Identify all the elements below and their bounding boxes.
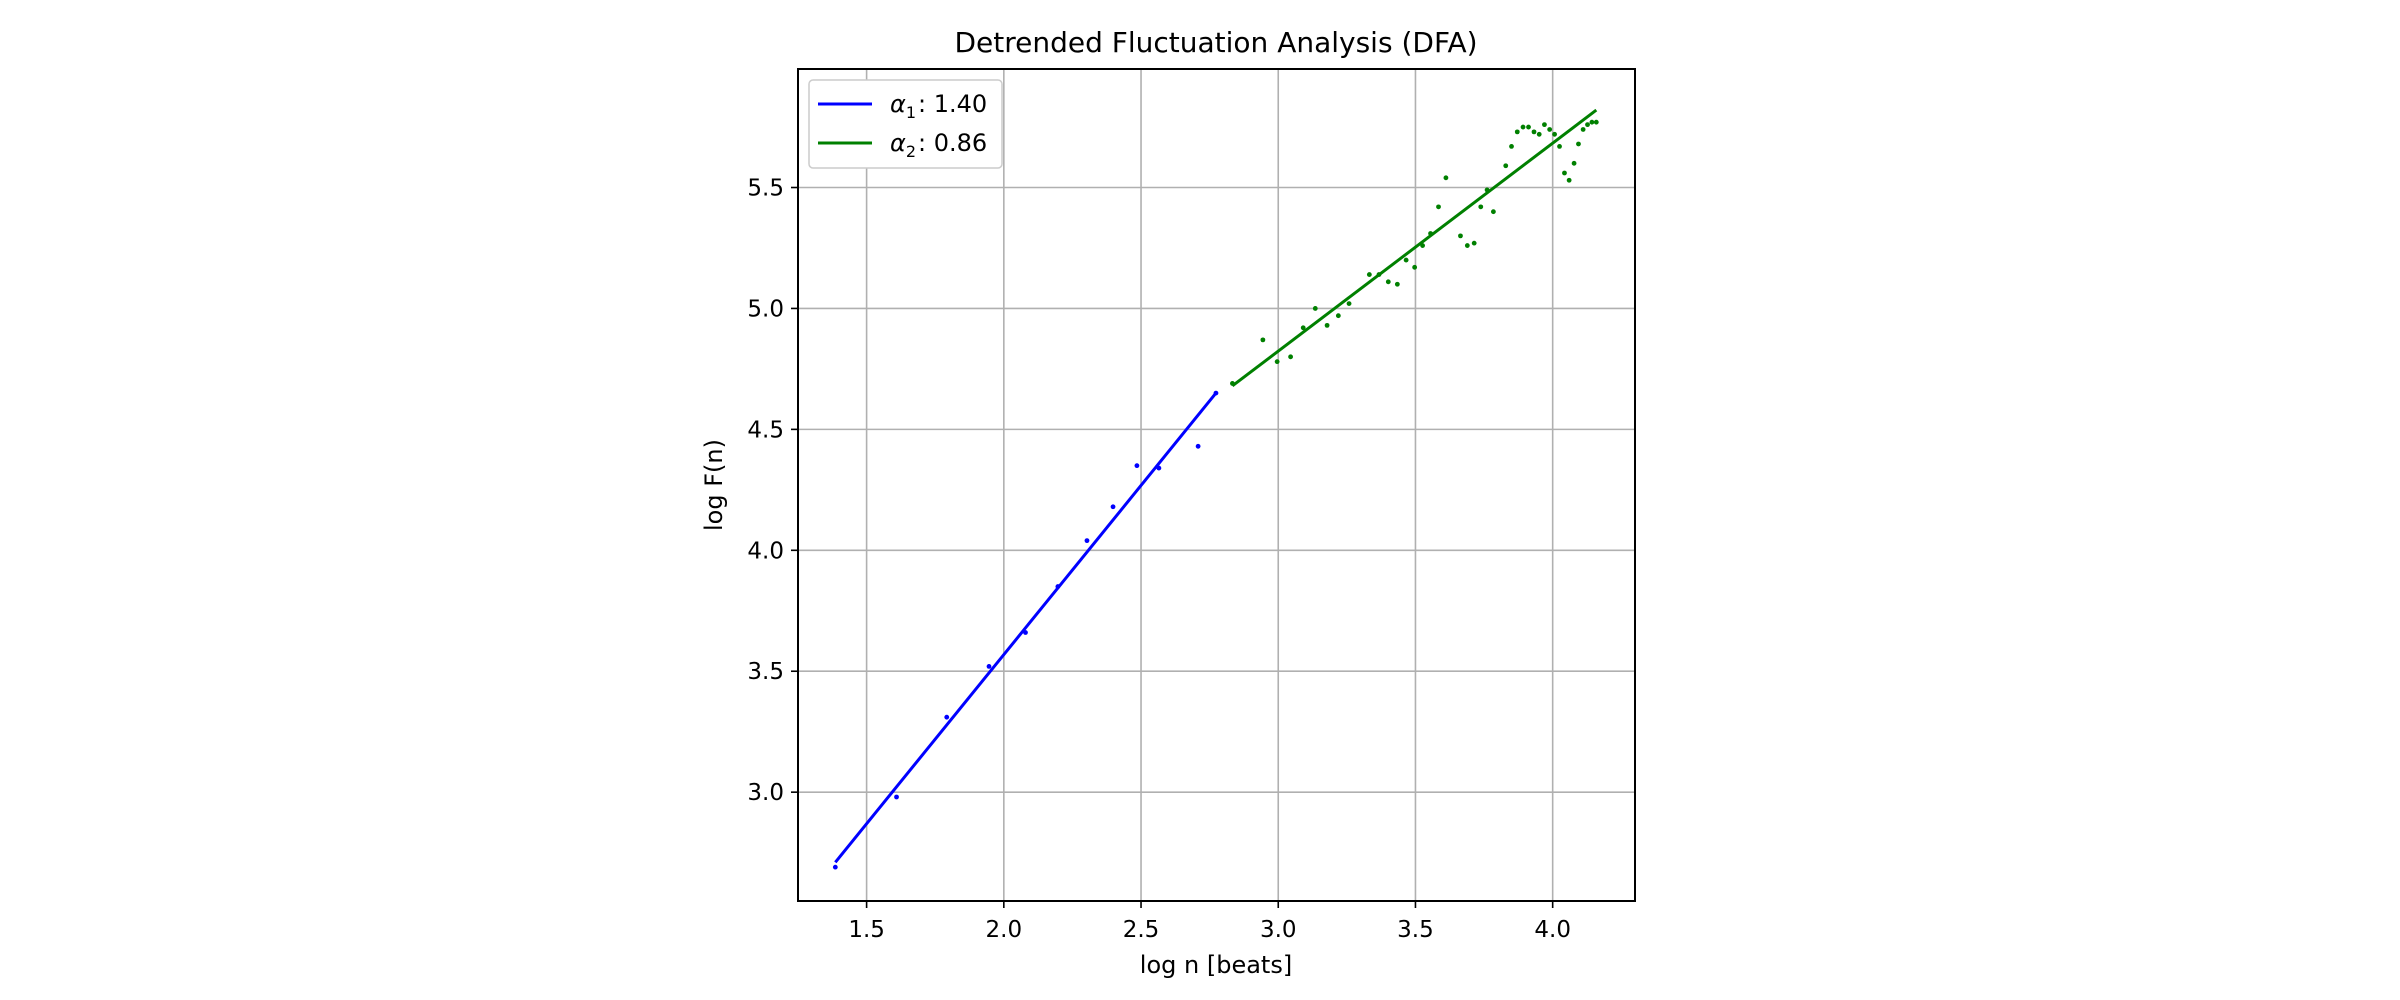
fit-line-2 [1231, 108, 1598, 388]
data-point-series-2 [1531, 129, 1537, 135]
data-point-series-1 [832, 864, 838, 870]
y-tick-label: 4.5 [747, 417, 784, 443]
data-point-series-2 [1520, 124, 1526, 130]
data-point-series-1 [1213, 390, 1219, 396]
data-point-series-2 [1366, 272, 1372, 277]
legend-label-2: α2: 0.86 [890, 129, 987, 161]
x-tick-label: 3.0 [1260, 917, 1297, 943]
data-point-series-1 [894, 794, 899, 800]
data-point-series-2 [1458, 233, 1463, 239]
data-point-series-1 [986, 663, 992, 669]
x-tick-label: 2.0 [986, 917, 1023, 943]
data-point-series-2 [1484, 187, 1490, 193]
data-point-series-2 [1576, 141, 1581, 147]
y-tick-label: 4.0 [747, 538, 784, 564]
data-point-series-2 [1403, 257, 1409, 263]
y-tick-label: 3.0 [747, 780, 784, 806]
data-point-series-2 [1503, 163, 1509, 169]
data-point-series-2 [1471, 240, 1477, 246]
data-point-series-1 [1110, 504, 1116, 510]
data-point-series-1 [1023, 630, 1028, 635]
data-point-series-2 [1394, 281, 1400, 287]
data-point-series-2 [1464, 243, 1470, 248]
data-point-series-1 [1084, 538, 1090, 544]
data-point-series-2 [1312, 306, 1318, 311]
x-tick-label: 1.5 [848, 917, 885, 943]
data-point-series-2 [1593, 119, 1599, 125]
y-tick-label: 5.5 [747, 176, 784, 202]
data-point-series-2 [1585, 122, 1590, 128]
data-point-series-2 [1230, 381, 1235, 386]
data-point-series-2 [1260, 337, 1266, 343]
data-point-series-2 [1509, 143, 1514, 149]
data-point-series-2 [1536, 131, 1542, 137]
data-point-series-2 [1428, 231, 1433, 236]
data-point-series-2 [1547, 127, 1553, 132]
data-point-series-2 [1420, 243, 1425, 248]
y-axis-ticks: 3.0 3.5 4.0 4.5 5.0 5.5 [747, 176, 798, 806]
data-point-series-1 [1195, 443, 1201, 449]
grid [798, 69, 1635, 901]
y-tick-label: 3.5 [747, 659, 784, 685]
data-point-series-2 [1443, 175, 1449, 181]
data-point-series-1 [944, 714, 950, 720]
plot-frame [797, 68, 1636, 902]
data-point-series-2 [1324, 322, 1330, 328]
data-point-series-2 [1346, 301, 1352, 307]
y-axis-label: log F(n) [700, 439, 728, 531]
data-point-series-2 [1385, 279, 1391, 285]
data-point-series-2 [1436, 204, 1441, 210]
data-point-series-2 [1274, 359, 1280, 365]
x-axis-label: log n [beats] [1140, 951, 1292, 979]
data-point-series-2 [1412, 264, 1418, 270]
data-point-series-1 [1134, 463, 1140, 469]
x-tick-label: 4.0 [1534, 917, 1571, 943]
data-point-series-2 [1566, 177, 1572, 183]
data-point-series-2 [1490, 209, 1496, 215]
data-point-series-1 [1055, 584, 1061, 589]
data-point-series-2 [1478, 204, 1484, 210]
data-point-series-2 [1300, 325, 1306, 331]
data-point-series-2 [1580, 127, 1586, 132]
data-point-series-2 [1571, 160, 1577, 166]
legend-box [808, 79, 1003, 169]
fit-line-1 [834, 392, 1218, 864]
data-point-series-1 [1156, 465, 1162, 471]
data-point-series-2 [1542, 122, 1547, 128]
legend-label-1: α1: 1.40 [890, 90, 987, 122]
x-axis-ticks: 1.5 2.0 2.5 3.0 3.5 4.0 [848, 901, 1571, 943]
data-point-series-2 [1557, 143, 1562, 149]
data-point-series-2 [1335, 313, 1341, 319]
data-point-series-2 [1526, 124, 1531, 130]
data-points [832, 119, 1599, 870]
x-tick-label: 2.5 [1123, 917, 1160, 943]
y-tick-label: 5.0 [747, 296, 784, 322]
legend: α1: 1.40 α2: 0.86 [808, 79, 1003, 169]
data-point-series-2 [1589, 119, 1595, 125]
data-point-series-2 [1288, 354, 1293, 360]
chart-title: Detrended Fluctuation Analysis (DFA) [954, 26, 1477, 59]
data-point-series-2 [1562, 170, 1567, 176]
data-point-series-2 [1376, 272, 1382, 277]
x-tick-label: 3.5 [1397, 917, 1434, 943]
fit-lines [834, 108, 1598, 864]
data-point-series-2 [1552, 131, 1557, 137]
data-point-series-2 [1514, 129, 1520, 135]
